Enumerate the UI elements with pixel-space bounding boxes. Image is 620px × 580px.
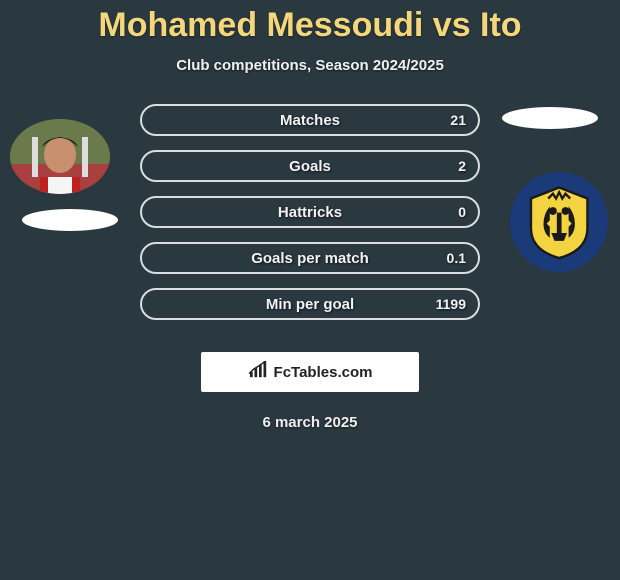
stat-row-goals: Goals 2: [140, 150, 480, 182]
player-left-avatar: [10, 119, 110, 194]
chart-icon: [248, 361, 270, 384]
attribution-badge: FcTables.com: [201, 352, 419, 392]
stats-area: Matches 21 Goals 2 Hattricks 0 Goals per…: [0, 104, 620, 334]
stat-right-value: 1199: [436, 296, 466, 312]
stat-right-value: 2: [458, 158, 466, 174]
stat-rows: Matches 21 Goals 2 Hattricks 0 Goals per…: [140, 104, 480, 334]
stat-label: Min per goal: [266, 296, 354, 313]
attribution-text: FcTables.com: [274, 364, 373, 381]
stat-row-matches: Matches 21: [140, 104, 480, 136]
player-right-crest: [510, 172, 608, 272]
stat-row-hattricks: Hattricks 0: [140, 196, 480, 228]
player-right-oval: [502, 107, 598, 129]
date-text: 6 march 2025: [0, 414, 620, 431]
stat-right-value: 0.1: [447, 250, 466, 266]
stat-row-min-per-goal: Min per goal 1199: [140, 288, 480, 320]
player-left-oval: [22, 209, 118, 231]
stat-right-value: 21: [450, 112, 466, 128]
subtitle: Club competitions, Season 2024/2025: [0, 57, 620, 74]
stat-right-value: 0: [458, 204, 466, 220]
page-title: Mohamed Messoudi vs Ito: [0, 0, 620, 45]
stat-label: Goals per match: [251, 250, 369, 267]
stat-row-goals-per-match: Goals per match 0.1: [140, 242, 480, 274]
stat-label: Hattricks: [278, 204, 342, 221]
stat-label: Matches: [280, 112, 340, 129]
stat-label: Goals: [289, 158, 331, 175]
